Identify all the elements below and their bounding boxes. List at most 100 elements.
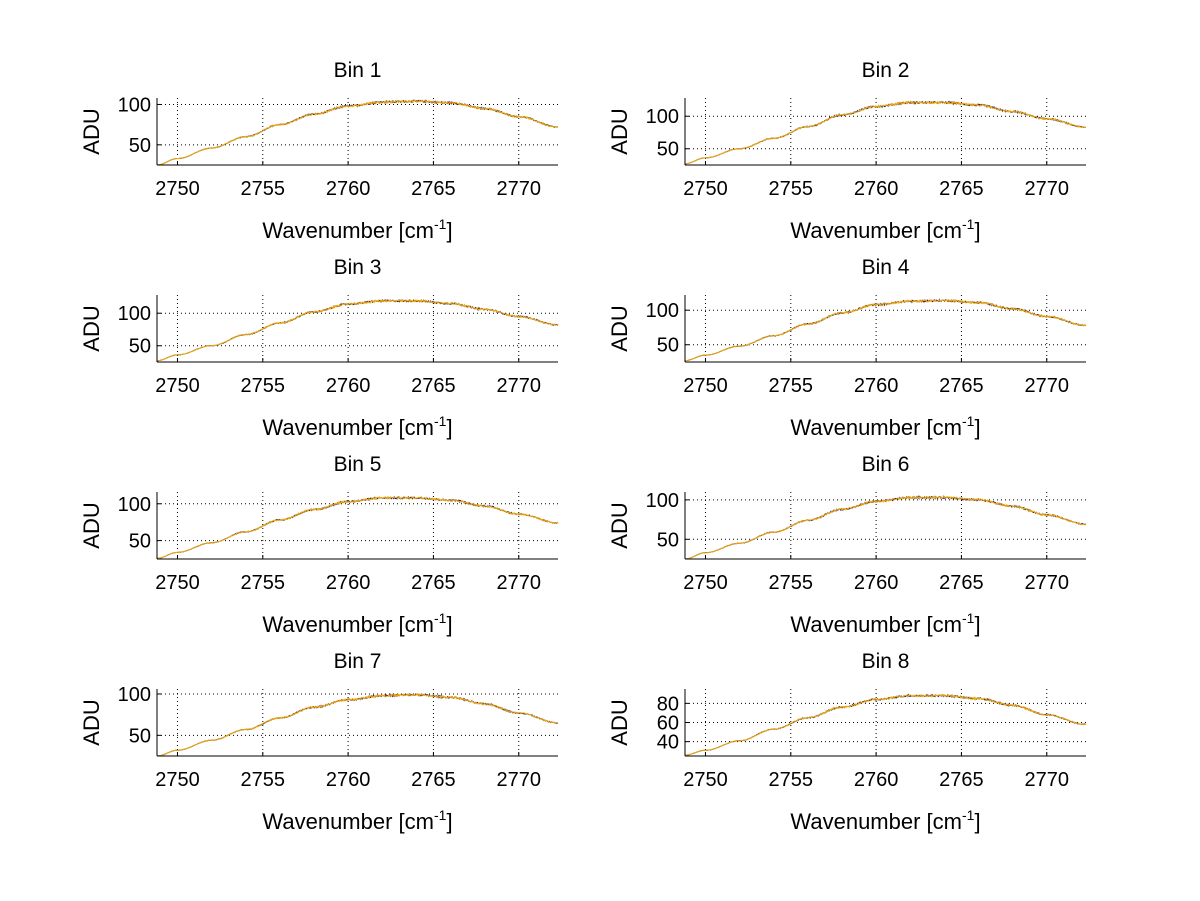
x-axis-label: Wavenumber [cm-1]: [790, 807, 980, 834]
y-axis-label: ADU: [607, 305, 632, 351]
x-axis-label-sup: -1: [434, 807, 447, 823]
x-axis-label-end: ]: [446, 809, 452, 834]
x-axis-label: Wavenumber [cm-1]: [262, 413, 452, 440]
x-axis-label-sup: -1: [434, 216, 447, 232]
y-tick-label: 100: [646, 490, 679, 512]
x-tick-label: 2765: [411, 769, 456, 791]
series-line: [157, 495, 559, 559]
x-axis-label-sup: -1: [434, 610, 447, 626]
y-tick-label: 100: [118, 494, 151, 516]
x-tick-label: 2765: [939, 572, 984, 594]
subplot-5: 2750 2755 2760 2765 2770 50 100 Bin 5 Wavenumber…: [79, 453, 559, 637]
x-tick-label: 2760: [854, 178, 899, 200]
series-line-dark: [157, 495, 559, 559]
series-line: [157, 693, 559, 757]
x-axis-label-main: Wavenumber [cm: [790, 415, 962, 440]
y-tick-label: 100: [118, 94, 151, 116]
x-axis-label-main: Wavenumber [cm: [262, 612, 434, 637]
x-axis-label-sup: -1: [962, 216, 975, 232]
x-axis-label-main: Wavenumber [cm: [262, 809, 434, 834]
y-axis-label: ADU: [79, 699, 104, 745]
x-tick-label: 2760: [854, 375, 899, 397]
x-tick-label: 2755: [769, 178, 814, 200]
series-line: [685, 495, 1086, 560]
x-tick-label: 2750: [155, 769, 200, 791]
x-axis-label: Wavenumber [cm-1]: [262, 610, 452, 637]
x-tick-label: 2755: [769, 572, 814, 594]
y-tick-label: 100: [646, 106, 679, 128]
series-line-dark: [685, 495, 1087, 560]
y-tick-label: 50: [657, 335, 679, 357]
y-tick-label: 50: [129, 336, 151, 358]
x-tick-label: 2755: [241, 769, 286, 791]
x-axis-label-sup: -1: [962, 413, 975, 429]
series-line-dark: [157, 99, 558, 166]
x-axis-label-end: ]: [974, 809, 980, 834]
y-axis-label: ADU: [79, 502, 104, 548]
y-tick-label: 100: [646, 300, 679, 322]
y-tick-label: 50: [657, 529, 679, 551]
x-axis-label-end: ]: [446, 218, 452, 243]
x-tick-label: 2755: [241, 572, 286, 594]
subplot-title: Bin 3: [334, 256, 382, 279]
x-tick-label: 2750: [155, 178, 200, 200]
series-line: [157, 99, 559, 166]
y-tick-label: 50: [129, 531, 151, 553]
x-axis-label: Wavenumber [cm-1]: [790, 610, 980, 637]
x-tick-label: 2760: [326, 178, 371, 200]
y-tick-label: 50: [129, 725, 151, 747]
x-tick-label: 2765: [411, 572, 456, 594]
x-tick-label: 2750: [683, 375, 728, 397]
subplot-4: 2750 2755 2760 2765 2770 50 100 Bin 4 Wavenumber…: [607, 256, 1087, 440]
y-axis-label: ADU: [607, 502, 632, 548]
y-tick-label: 80: [657, 693, 679, 715]
y-tick-label: 100: [118, 303, 151, 325]
x-axis-label-main: Wavenumber [cm: [790, 218, 962, 243]
x-tick-label: 2760: [854, 769, 899, 791]
x-tick-label: 2770: [1025, 769, 1070, 791]
x-tick-label: 2765: [411, 375, 456, 397]
x-tick-label: 2755: [769, 769, 814, 791]
x-axis-label-end: ]: [446, 415, 452, 440]
y-tick-label: 50: [129, 135, 151, 157]
subplot-3: 2750 2755 2760 2765 2770 50 100 Bin 3 Wavenumber…: [79, 256, 559, 440]
x-tick-label: 2770: [1025, 572, 1070, 594]
x-tick-label: 2750: [683, 572, 728, 594]
y-axis-label: ADU: [607, 108, 632, 154]
x-tick-label: 2750: [155, 375, 200, 397]
y-tick-label: 100: [118, 684, 151, 706]
x-axis-label-end: ]: [446, 612, 452, 637]
subplot-title: Bin 1: [334, 59, 382, 82]
x-axis-label-main: Wavenumber [cm: [262, 218, 434, 243]
subplot-6: 2750 2755 2760 2765 2770 50 100 Bin 6 Wavenumber…: [607, 453, 1087, 637]
subplot-title: Bin 8: [862, 650, 910, 673]
x-tick-label: 2760: [326, 572, 371, 594]
x-axis-label-main: Wavenumber [cm: [790, 612, 962, 637]
subplot-title: Bin 4: [862, 256, 910, 279]
x-axis-label-end: ]: [974, 415, 980, 440]
x-tick-label: 2770: [1025, 178, 1070, 200]
series-line-dark: [685, 100, 1087, 165]
subplot-1: 2750 2755 2760 2765 2770 50 100 Bin 1 Wavenumber…: [79, 59, 559, 243]
x-tick-label: 2765: [939, 769, 984, 791]
x-tick-label: 2765: [939, 375, 984, 397]
series-line-dark: [157, 693, 559, 757]
x-tick-label: 2765: [411, 178, 456, 200]
y-axis-label: ADU: [607, 699, 632, 745]
x-tick-label: 2760: [326, 375, 371, 397]
x-axis-label: Wavenumber [cm-1]: [262, 807, 452, 834]
x-tick-label: 2755: [769, 375, 814, 397]
subplot-7: 2750 2755 2760 2765 2770 50 100 Bin 7 Wavenumber…: [79, 650, 559, 834]
series-line-dark: [157, 298, 559, 362]
x-tick-label: 2755: [241, 178, 286, 200]
subplot-title: Bin 2: [862, 59, 910, 82]
subplot-title: Bin 6: [862, 453, 910, 476]
x-tick-label: 2755: [241, 375, 286, 397]
x-tick-label: 2765: [939, 178, 984, 200]
x-tick-label: 2770: [497, 178, 542, 200]
series-line: [685, 693, 1087, 756]
y-tick-label: 50: [657, 139, 679, 161]
series-line-dark: [685, 298, 1087, 362]
